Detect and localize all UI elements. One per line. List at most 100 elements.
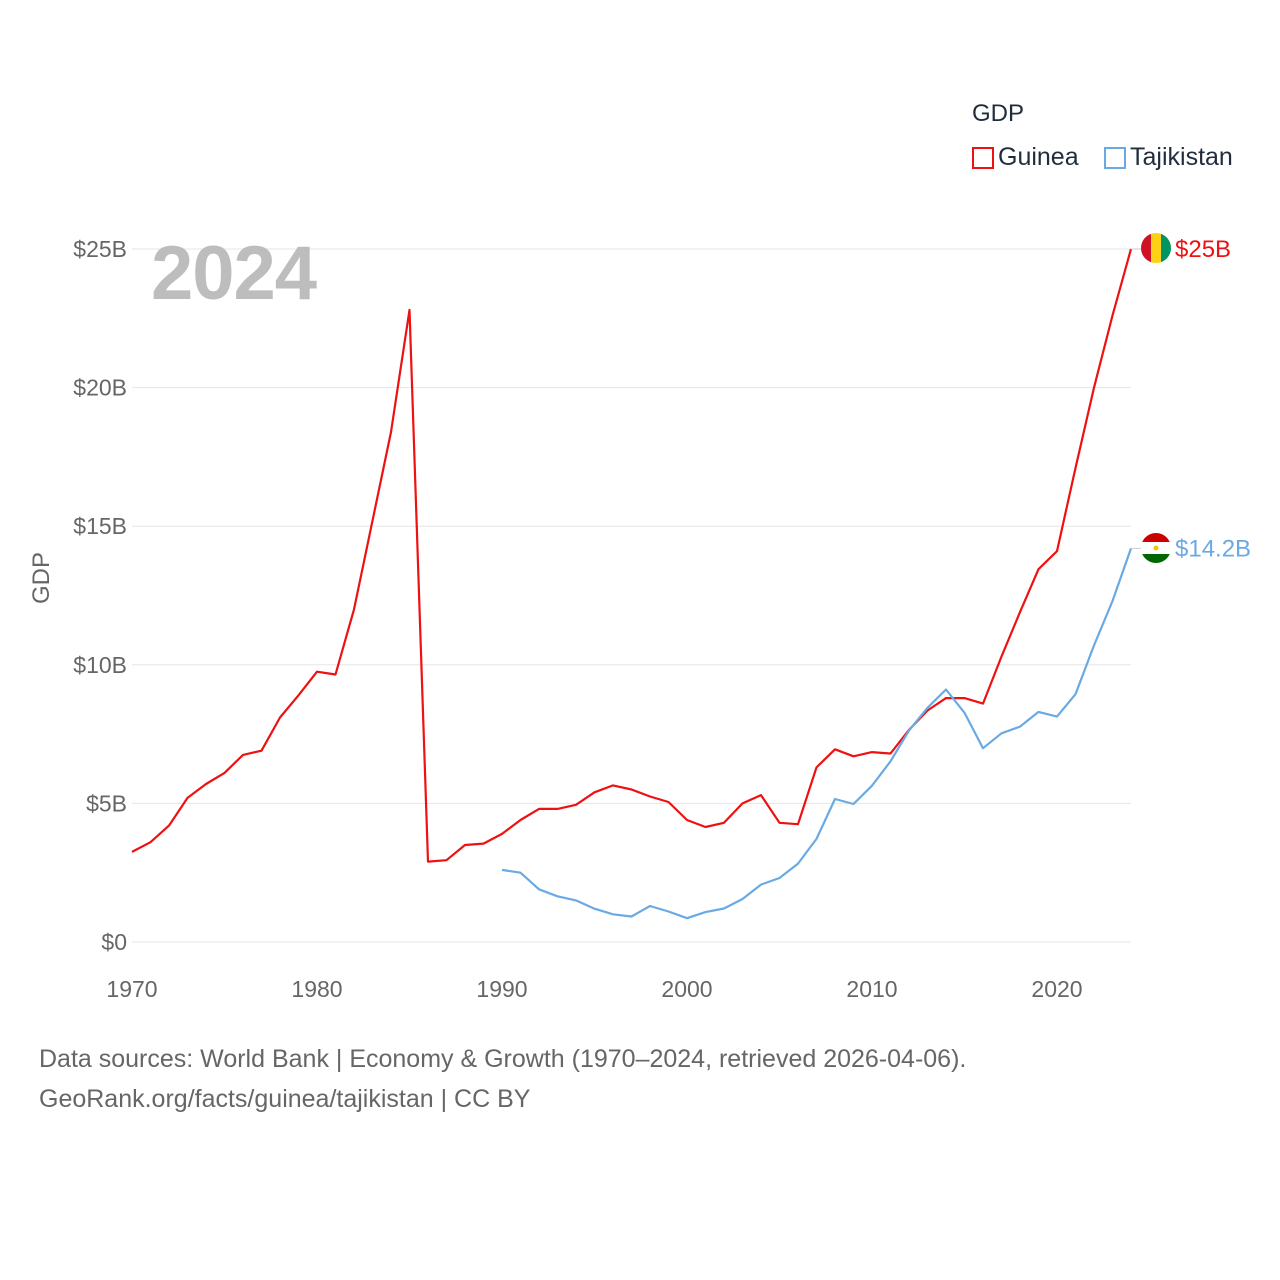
data-point-tajikistan[interactable] (737, 893, 749, 905)
x-axis-ticks: 1970 1980 1990 2000 2010 2020 (106, 976, 1082, 1002)
y-tick-label: $10B (73, 652, 127, 678)
y-axis-label: GDP (28, 551, 55, 605)
data-point-tajikistan[interactable] (959, 707, 971, 719)
data-point-guinea[interactable] (552, 803, 564, 815)
data-point-guinea[interactable] (293, 689, 305, 701)
data-point-tajikistan[interactable] (774, 872, 786, 884)
data-point-tajikistan[interactable] (977, 742, 989, 754)
data-point-tajikistan[interactable] (607, 908, 619, 920)
data-point-guinea[interactable] (700, 821, 712, 833)
data-point-guinea[interactable] (256, 745, 268, 757)
data-point-guinea[interactable] (737, 797, 749, 809)
data-point-guinea[interactable] (1070, 462, 1082, 474)
data-point-guinea[interactable] (478, 838, 490, 850)
data-point-tajikistan[interactable] (533, 883, 545, 895)
data-point-tajikistan[interactable] (570, 894, 582, 906)
data-point-tajikistan[interactable] (829, 793, 841, 805)
data-point-guinea[interactable] (1107, 310, 1119, 322)
legend-item-tajikistan[interactable]: Tajikistan (1104, 143, 1233, 172)
data-point-tajikistan[interactable] (1014, 721, 1026, 733)
data-point-guinea[interactable] (496, 828, 508, 840)
legend-label-tajikistan: Tajikistan (1130, 143, 1233, 171)
data-point-guinea[interactable] (607, 779, 619, 791)
data-point-tajikistan[interactable] (1070, 688, 1082, 700)
data-point-guinea[interactable] (811, 761, 823, 773)
data-point-tajikistan[interactable] (1107, 595, 1119, 607)
data-point-tajikistan[interactable] (866, 780, 878, 792)
data-point-guinea[interactable] (755, 789, 767, 801)
data-point-guinea[interactable] (681, 814, 693, 826)
x-tick-label: 1980 (291, 976, 342, 1002)
data-point-tajikistan[interactable] (1033, 706, 1045, 718)
data-point-guinea[interactable] (996, 650, 1008, 662)
data-point-tajikistan[interactable] (589, 903, 601, 915)
data-point-guinea[interactable] (959, 692, 971, 704)
data-point-guinea[interactable] (219, 767, 231, 779)
data-point-guinea[interactable] (663, 796, 675, 808)
data-point-tajikistan[interactable] (663, 906, 675, 918)
data-point-guinea[interactable] (866, 746, 878, 758)
data-point-guinea[interactable] (626, 784, 638, 796)
data-point-guinea[interactable] (774, 817, 786, 829)
data-point-guinea[interactable] (182, 792, 194, 804)
data-point-guinea[interactable] (459, 839, 471, 851)
data-point-tajikistan[interactable] (792, 858, 804, 870)
data-point-guinea[interactable] (422, 856, 434, 868)
footer-link[interactable]: GeoRank.org/facts/guinea/tajikistan | CC… (39, 1085, 531, 1113)
data-point-guinea[interactable] (404, 304, 416, 316)
data-point-tajikistan[interactable] (515, 867, 527, 879)
guinea-flag-icon (1141, 233, 1171, 263)
data-point-guinea[interactable] (644, 790, 656, 802)
data-point-tajikistan[interactable] (922, 702, 934, 714)
data-point-guinea[interactable] (848, 750, 860, 762)
data-point-guinea[interactable] (718, 817, 730, 829)
data-point-tajikistan[interactable] (1088, 639, 1100, 651)
tajikistan-flag-icon (1141, 533, 1171, 563)
data-point-tajikistan[interactable] (644, 900, 656, 912)
data-point-guinea[interactable] (977, 698, 989, 710)
data-point-tajikistan[interactable] (885, 755, 897, 767)
data-point-tajikistan[interactable] (940, 683, 952, 695)
data-point-guinea[interactable] (274, 711, 286, 723)
data-point-tajikistan[interactable] (848, 798, 860, 810)
data-point-guinea[interactable] (126, 846, 138, 858)
data-point-guinea[interactable] (515, 814, 527, 826)
data-point-guinea[interactable] (330, 669, 342, 681)
legend-item-guinea[interactable]: Guinea (972, 143, 1079, 172)
series-line-tajikistan (501, 548, 1133, 920)
data-point-guinea[interactable] (237, 749, 249, 761)
legend-label-guinea: Guinea (998, 143, 1079, 171)
data-point-guinea[interactable] (589, 786, 601, 798)
data-point-tajikistan[interactable] (626, 910, 638, 922)
data-point-tajikistan[interactable] (700, 906, 712, 918)
data-point-guinea[interactable] (163, 820, 175, 832)
data-point-guinea[interactable] (1051, 545, 1063, 557)
data-point-tajikistan[interactable] (681, 912, 693, 924)
data-point-guinea[interactable] (385, 426, 397, 438)
data-point-guinea[interactable] (1014, 606, 1026, 618)
data-point-guinea[interactable] (441, 854, 453, 866)
data-point-tajikistan[interactable] (811, 833, 823, 845)
data-point-guinea[interactable] (829, 743, 841, 755)
y-axis-ticks: $0 $5B $10B $15B $20B $25B (73, 236, 127, 955)
data-point-guinea[interactable] (348, 603, 360, 615)
data-point-guinea[interactable] (200, 778, 212, 790)
data-point-guinea[interactable] (570, 799, 582, 811)
data-point-tajikistan[interactable] (1051, 711, 1063, 723)
data-point-tajikistan[interactable] (496, 864, 508, 876)
data-point-guinea[interactable] (1033, 563, 1045, 575)
data-point-guinea[interactable] (367, 515, 379, 527)
x-tick-label: 1990 (476, 976, 527, 1002)
data-point-tajikistan[interactable] (552, 890, 564, 902)
data-point-guinea[interactable] (1088, 382, 1100, 394)
data-point-guinea[interactable] (533, 803, 545, 815)
data-point-tajikistan[interactable] (755, 879, 767, 891)
data-point-tajikistan[interactable] (996, 727, 1008, 739)
data-point-tajikistan[interactable] (903, 724, 915, 736)
data-point-tajikistan[interactable] (718, 902, 730, 914)
data-point-guinea[interactable] (311, 666, 323, 678)
data-point-guinea[interactable] (145, 836, 157, 848)
data-point-guinea[interactable] (792, 818, 804, 830)
legend-swatch-guinea (972, 146, 994, 169)
